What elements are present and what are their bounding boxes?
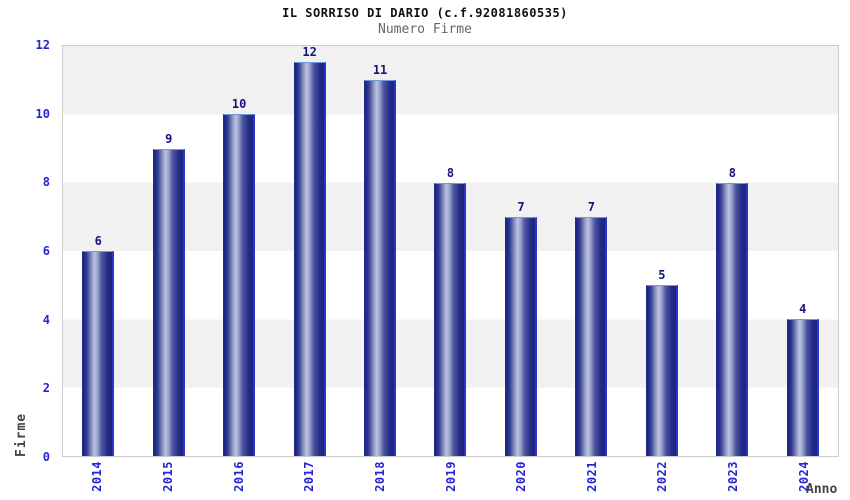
bar: [293, 62, 326, 456]
bar-value-label: 6: [94, 234, 102, 248]
bar-value-label: 12: [302, 45, 317, 59]
x-slot: 2019: [415, 461, 486, 499]
x-tick-label: 2022: [655, 461, 670, 492]
y-tick-label: 8: [42, 175, 50, 190]
x-slot: 2016: [203, 461, 274, 499]
y-tick-label: 0: [42, 450, 50, 464]
x-axis: 2014 2015 2016 2017 2018 2019 2020 2021 2022 2023…: [62, 461, 839, 499]
y-tick-label: 2: [42, 381, 50, 396]
x-tick-label: 2021: [584, 461, 599, 492]
bar: [434, 182, 467, 456]
bar-slot: 10: [204, 46, 274, 456]
bar: [575, 216, 608, 456]
bar: [152, 148, 185, 456]
x-tick-label: 2018: [372, 461, 387, 492]
x-slot: 2017: [274, 461, 345, 499]
chart-subtitle: Numero Firme: [378, 22, 472, 37]
bar-value-label: 8: [446, 165, 455, 180]
y-tick-label: 10: [35, 106, 50, 121]
bar-slot: 9: [133, 46, 203, 456]
x-slot: 2018: [345, 461, 416, 499]
bar-value-label: 7: [517, 199, 525, 214]
x-tick-label: 2020: [514, 461, 529, 492]
bar-value-label: 11: [372, 63, 388, 78]
bar-value-label: 4: [799, 302, 807, 317]
y-tick-label: 4: [42, 312, 50, 327]
bar: [645, 285, 678, 456]
x-tick-label: 2014: [90, 461, 105, 492]
bar-value-label: 10: [231, 97, 247, 112]
bar-value-label: 8: [728, 165, 736, 180]
x-tick-label: 2023: [726, 461, 741, 492]
bar-slot: 7: [486, 46, 556, 456]
x-axis-title: Anno: [806, 482, 838, 497]
x-slot: 2021: [556, 461, 627, 499]
bar-value-label: 5: [658, 268, 666, 283]
y-tick-label: 12: [35, 38, 50, 52]
x-slot: 2023: [698, 461, 769, 499]
bar-slot: 8: [415, 46, 485, 456]
bar-value-label: 7: [587, 199, 596, 214]
bar: [786, 319, 819, 456]
x-slot: 2015: [133, 461, 204, 499]
bar: [223, 114, 256, 456]
x-tick-label: 2019: [443, 461, 458, 492]
bar-slot: 5: [627, 46, 697, 456]
bar-value-label: 9: [165, 131, 173, 146]
bar-slot: 4: [768, 46, 838, 456]
x-slot: 2020: [486, 461, 557, 499]
y-axis: 0 2 4 6 8 10 12: [0, 39, 56, 463]
bar: [716, 182, 749, 456]
y-tick-label: 6: [42, 244, 50, 258]
plot-area: 6 9 10 12 11 8 7 7 5 8 4: [62, 45, 839, 457]
bar-slot: 7: [556, 46, 626, 456]
x-slot: 2022: [627, 461, 698, 499]
bar-slot: 6: [63, 46, 133, 456]
chart-title: IL SORRISO DI DARIO (c.f.92081860535): [282, 6, 568, 20]
bar-slot: 8: [697, 46, 767, 456]
x-tick-label: 2017: [302, 461, 317, 492]
x-tick-label: 2016: [231, 461, 246, 492]
bar-slot: 12: [274, 46, 344, 456]
bar-slot: 11: [345, 46, 415, 456]
bar: [82, 251, 115, 456]
bar: [504, 216, 537, 456]
bar: [364, 80, 397, 456]
x-slot: 2014: [62, 461, 133, 499]
x-tick-label: 2015: [160, 461, 175, 492]
